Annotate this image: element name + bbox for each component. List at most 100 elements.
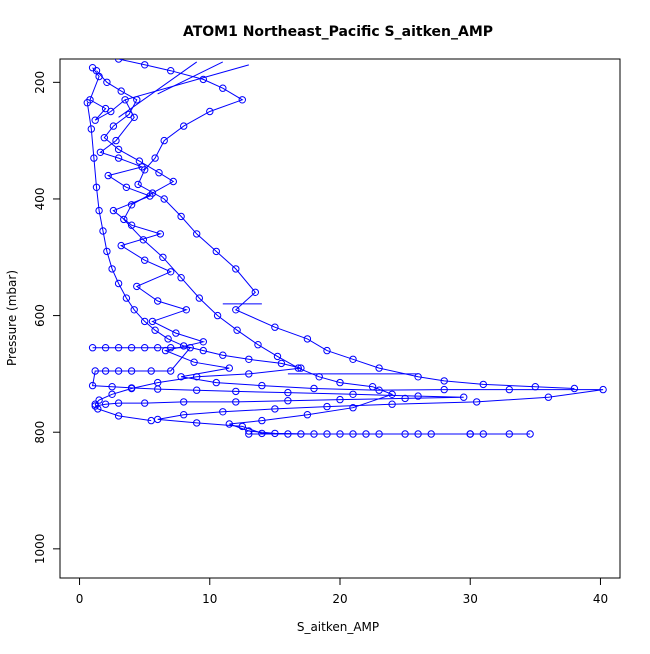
data-point xyxy=(156,230,165,238)
data-point xyxy=(375,364,383,372)
data-point xyxy=(99,227,107,235)
data-point xyxy=(141,317,149,326)
data-point xyxy=(180,122,188,130)
data-point xyxy=(117,87,125,95)
data-point xyxy=(172,329,180,337)
data-point xyxy=(108,265,116,273)
data-point xyxy=(245,355,253,363)
data-point xyxy=(114,367,123,375)
data-point xyxy=(193,419,201,427)
data-point xyxy=(167,367,175,375)
data-point xyxy=(271,429,279,438)
data-point xyxy=(101,344,110,352)
data-point xyxy=(303,335,312,343)
data-point xyxy=(414,392,422,400)
data-point xyxy=(148,189,157,197)
data-point xyxy=(107,107,115,116)
data-point xyxy=(310,384,318,393)
data-point xyxy=(323,430,331,438)
data-point xyxy=(193,230,201,238)
x-tick-label: 40 xyxy=(593,592,608,606)
data-point xyxy=(245,427,253,435)
data-point xyxy=(212,378,221,387)
data-point xyxy=(336,378,344,387)
y-axis-label: Pressure (mbar) xyxy=(5,270,19,366)
data-point xyxy=(177,212,185,221)
data-point xyxy=(526,430,534,438)
data-point xyxy=(108,390,116,398)
data-point xyxy=(141,399,149,407)
data-point xyxy=(160,136,168,145)
data-point xyxy=(193,373,201,381)
data-point xyxy=(254,341,262,349)
data-point xyxy=(160,195,168,203)
data-point xyxy=(213,311,222,320)
data-point xyxy=(368,383,377,391)
data-point xyxy=(130,306,138,314)
data-point xyxy=(323,402,331,411)
data-point xyxy=(114,344,123,352)
data-point xyxy=(88,344,97,352)
data-point xyxy=(101,400,110,408)
data-point xyxy=(336,395,344,404)
data-point xyxy=(121,96,129,104)
data-point xyxy=(114,154,123,162)
series-line xyxy=(89,67,604,435)
data-point xyxy=(167,67,175,75)
data-point xyxy=(599,385,607,394)
data-point xyxy=(284,388,292,397)
data-point xyxy=(88,381,97,390)
data-point xyxy=(258,416,266,425)
data-point xyxy=(103,247,111,256)
data-point xyxy=(232,398,240,406)
data-point xyxy=(182,306,191,314)
data-point xyxy=(388,400,396,408)
data-point xyxy=(505,385,513,394)
data-marks xyxy=(83,59,607,438)
data-point xyxy=(114,145,123,154)
data-point xyxy=(570,384,579,393)
data-point xyxy=(154,297,162,305)
data-point xyxy=(190,358,198,366)
data-point xyxy=(245,370,253,378)
data-point xyxy=(134,180,142,189)
data-point xyxy=(297,430,305,438)
data-point xyxy=(114,399,123,407)
data-point xyxy=(92,67,101,75)
data-point xyxy=(273,352,282,361)
data-point xyxy=(195,294,204,302)
data-point xyxy=(95,396,103,404)
data-point xyxy=(232,306,240,314)
data-point xyxy=(135,157,144,165)
data-point xyxy=(91,367,99,375)
data-point xyxy=(112,136,120,145)
data-point xyxy=(271,323,279,331)
data-point xyxy=(225,364,234,372)
y-tick-label: 400 xyxy=(33,188,47,211)
y-tick-label: 200 xyxy=(33,71,47,94)
data-point xyxy=(151,154,159,162)
data-point xyxy=(151,326,159,334)
y-tick-label: 1000 xyxy=(33,534,47,565)
data-point xyxy=(164,335,172,343)
data-point xyxy=(108,383,116,391)
data-point xyxy=(127,201,136,209)
data-point xyxy=(251,288,260,296)
data-point xyxy=(303,411,312,419)
data-point xyxy=(401,394,409,403)
data-point xyxy=(206,107,214,116)
data-point xyxy=(180,398,188,406)
data-point xyxy=(109,206,118,215)
data-point xyxy=(95,206,103,215)
data-point xyxy=(349,404,357,412)
data-point xyxy=(91,402,99,410)
data-point xyxy=(531,383,539,391)
plot-frame xyxy=(59,58,621,579)
data-point xyxy=(225,420,234,428)
data-point xyxy=(109,122,118,130)
data-point xyxy=(122,294,131,302)
data-point xyxy=(139,236,148,244)
x-axis: 0 10 20 30 40 xyxy=(76,577,608,606)
data-point xyxy=(199,338,208,346)
